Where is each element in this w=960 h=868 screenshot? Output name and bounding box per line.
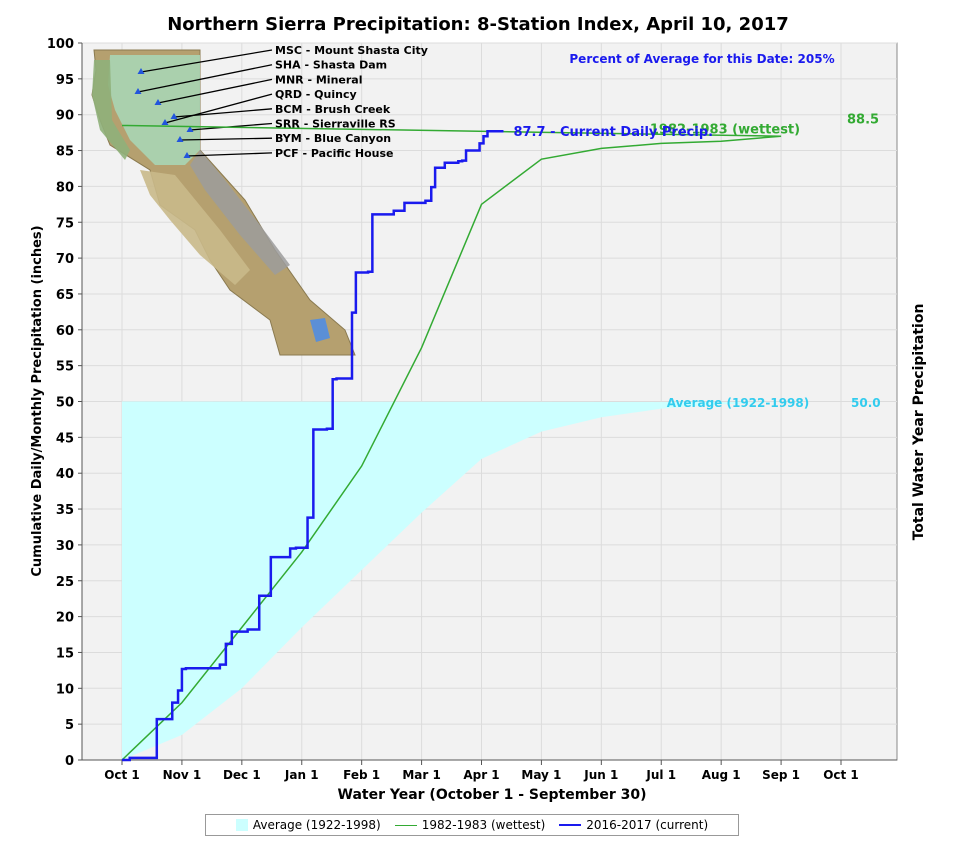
wettest-inline-label: 1982-1983 (wettest) <box>650 122 800 137</box>
station-marker-icon <box>161 119 169 125</box>
central-valley-map <box>140 170 250 285</box>
y-tick-label: 40 <box>56 467 74 482</box>
x-tick-label: Jun 1 <box>583 768 618 782</box>
y-tick-label: 45 <box>56 431 74 446</box>
y-axis-label: Cumulative Daily/Monthly Precipitation (… <box>30 225 45 576</box>
x-tick-label: Aug 1 <box>702 768 741 782</box>
y-tick-label: 5 <box>65 718 74 733</box>
y-tick-label: 80 <box>56 180 74 195</box>
station-marker-icon <box>183 152 191 158</box>
legend-label-average: Average (1922-1998) <box>252 818 381 832</box>
y-tick-label: 70 <box>56 252 74 267</box>
series-average-area <box>122 401 782 760</box>
station-leader-line <box>157 78 273 104</box>
x-tick-label: Sep 1 <box>762 768 800 782</box>
station-label: PCF - Pacific House <box>275 147 393 160</box>
series-wettest-line <box>121 124 782 761</box>
average-inline-label: Average (1922-1998) <box>667 396 810 410</box>
y-tick-label: 95 <box>56 73 74 88</box>
y-tick-label: 90 <box>56 109 74 124</box>
station-label: BCM - Brush Creek <box>275 103 391 116</box>
station-label: SRR - Sierraville RS <box>275 118 396 131</box>
station-marker-icon <box>137 68 145 74</box>
y-tick-label: 55 <box>56 360 74 375</box>
x-tick-label: Jul 1 <box>645 768 676 782</box>
x-tick-label: Oct 1 <box>104 768 140 782</box>
percent-of-average-annotation: Percent of Average for this Date: 205% <box>569 52 834 66</box>
station-marker-icon <box>154 99 162 105</box>
x-tick-label: Mar 1 <box>402 768 440 782</box>
station-marker-icon <box>176 136 184 142</box>
station-marker-icon <box>134 88 142 94</box>
x-axis-label: Water Year (October 1 - September 30) <box>338 787 647 803</box>
legend-swatch-wettest <box>394 824 417 826</box>
y-tick-label: 35 <box>56 503 74 518</box>
x-axis-ticks: Oct 1 Nov 1 Dec 1 Jan 1 Feb 1 Mar 1 Apr 1 May 1… <box>104 760 859 782</box>
station-label: BYM - Blue Canyon <box>275 132 391 145</box>
y-tick-label: 15 <box>56 646 74 661</box>
x-tick-label: Nov 1 <box>163 768 202 782</box>
x-tick-label: Oct 1 <box>823 768 859 782</box>
wettest-end-label: 88.5 <box>847 112 879 127</box>
station-leader-line <box>173 108 273 118</box>
y-tick-label: 50 <box>56 396 74 411</box>
station-marker-icon <box>170 113 178 119</box>
station-leader-line <box>137 64 273 93</box>
y-tick-label: 100 <box>47 37 74 52</box>
station-label: MNR - Mineral <box>275 73 362 86</box>
station-leader-line <box>186 152 273 157</box>
average-end-label: 50.0 <box>851 396 881 410</box>
y-axis-ticks: 0 5 10 15 20 25 30 35 40 45 50 55 60 65 70 75 80 85 90 95 10… <box>47 37 82 769</box>
station-callouts: MSC - Mount Shasta City SHA - Shasta DamM… <box>134 44 428 160</box>
y-tick-label: 30 <box>56 539 74 554</box>
station-label: SHA - Shasta Dam <box>275 59 387 72</box>
y2-axis-label: Total Water Year Precipitation <box>911 304 927 541</box>
lake-icon <box>310 318 330 342</box>
y-tick-label: 60 <box>56 324 74 339</box>
x-tick-label: Jan 1 <box>284 768 319 782</box>
station-leader-line <box>140 49 273 73</box>
average-area-layer <box>122 401 782 760</box>
y-tick-label: 20 <box>56 611 74 626</box>
legend-item-wettest: 1982-1983 (wettest) <box>394 818 546 832</box>
x-tick-label: Feb 1 <box>343 768 380 782</box>
y-tick-label: 0 <box>65 754 74 769</box>
y-tick-label: 75 <box>56 216 74 231</box>
chart-legend: Average (1922-1998) 1982-1983 (wettest) … <box>205 814 739 836</box>
coastal-range-map <box>92 60 130 160</box>
y-tick-label: 25 <box>56 575 74 590</box>
x-tick-label: Dec 1 <box>223 768 261 782</box>
x-tick-label: Apr 1 <box>463 768 499 782</box>
series-layer <box>121 124 782 762</box>
chart-title: Northern Sierra Precipitation: 8-Station… <box>167 14 789 35</box>
legend-item-current: 2016-2017 (current) <box>559 818 708 832</box>
station-marker-icon <box>186 126 194 132</box>
station-leader-line <box>179 137 273 141</box>
y-tick-label: 65 <box>56 288 74 303</box>
y-tick-label: 85 <box>56 145 74 160</box>
legend-label-current: 2016-2017 (current) <box>586 818 709 832</box>
series-labels: Average (1922-1998) 50.0 1982-1983 (wettes… <box>513 112 880 410</box>
y-tick-label: 10 <box>56 682 74 697</box>
x-tick-label: May 1 <box>521 768 561 782</box>
legend-label-wettest: 1982-1983 (wettest) <box>421 818 546 832</box>
sierra-mountains-map <box>190 150 290 275</box>
current-end-label: 87.7 - Current Daily Precip. <box>513 125 713 140</box>
series-current-line <box>122 129 504 762</box>
legend-swatch-average <box>235 819 248 831</box>
sierra-region-map <box>108 55 200 165</box>
station-label: QRD - Quincy <box>275 88 357 101</box>
station-label: MSC - Mount Shasta City <box>275 44 428 57</box>
legend-item-average: Average (1922-1998) <box>235 818 381 832</box>
station-leader-line <box>164 93 273 124</box>
legend-swatch-current <box>559 824 582 826</box>
